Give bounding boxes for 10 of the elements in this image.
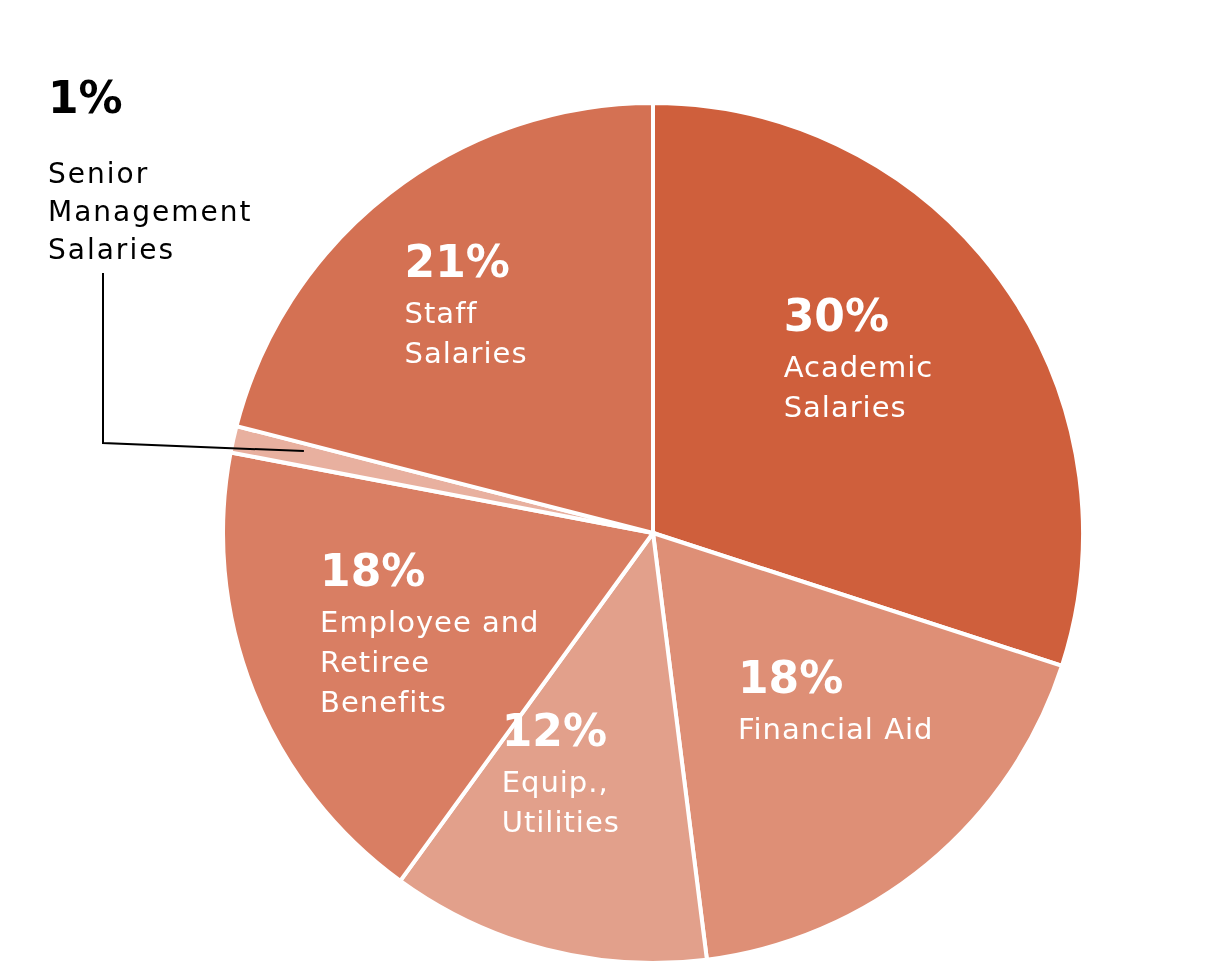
data-label: 30% [783, 290, 890, 342]
data-label: 21% [404, 236, 510, 288]
slice-label: Senior Management Salaries [48, 157, 253, 266]
slice-label: Academic Salaries [783, 350, 934, 425]
data-label: 18% [737, 652, 844, 704]
data-label: 1% [48, 72, 123, 123]
slice-label: Financial Aid [737, 712, 934, 747]
data-label: 18% [320, 545, 426, 597]
slice-label: Staff Salaries [404, 296, 528, 371]
slice-label: Equip., Utilities [501, 765, 620, 840]
